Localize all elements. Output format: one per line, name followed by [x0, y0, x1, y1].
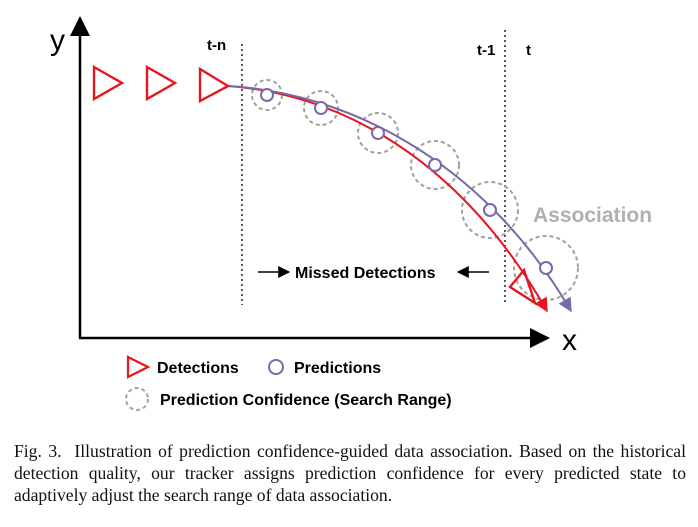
predictions: [260, 88, 553, 275]
legend-detections-label: Detections: [157, 360, 239, 377]
legend-confidence-icon: [125, 387, 149, 411]
figure-caption: Fig. 3. Illustration of prediction confi…: [14, 440, 686, 506]
legend-detection-icon: [126, 355, 151, 379]
association-label: Association: [533, 204, 652, 227]
prediction-marker: [314, 101, 328, 115]
detection-marker: [508, 267, 538, 306]
detection-marker: [198, 66, 231, 104]
legend-confidence-label: Prediction Confidence (Search Range): [160, 392, 452, 409]
caption-text: Illustration of prediction confidence-gu…: [14, 441, 686, 505]
y-axis-label: y: [50, 24, 65, 57]
missed-detections-label: Missed Detections: [295, 265, 436, 282]
time-label-t-n: t-n: [207, 37, 226, 54]
detections: [92, 64, 538, 306]
prediction-marker: [260, 88, 274, 102]
x-axis-label: x: [562, 324, 577, 357]
confidence-circle: [461, 181, 519, 239]
confidence-circle: [410, 140, 460, 190]
prediction-marker: [483, 203, 497, 217]
prediction-marker: [539, 261, 553, 275]
legend-predictions-label: Predictions: [294, 360, 381, 377]
confidence-circle: [303, 90, 339, 126]
prediction-trajectory: [227, 85, 572, 313]
legend-prediction-icon: [268, 359, 284, 375]
prediction-marker: [428, 158, 442, 172]
prediction-marker: [371, 126, 385, 140]
caption-label: Fig. 3.: [14, 441, 62, 461]
confidence-circle: [357, 112, 399, 154]
legend: Detections Predictions Prediction Confid…: [125, 355, 452, 411]
detection-marker: [145, 64, 178, 102]
time-label-t: t: [526, 42, 531, 59]
time-label-t-1: t-1: [477, 42, 495, 59]
detection-marker: [92, 64, 125, 102]
